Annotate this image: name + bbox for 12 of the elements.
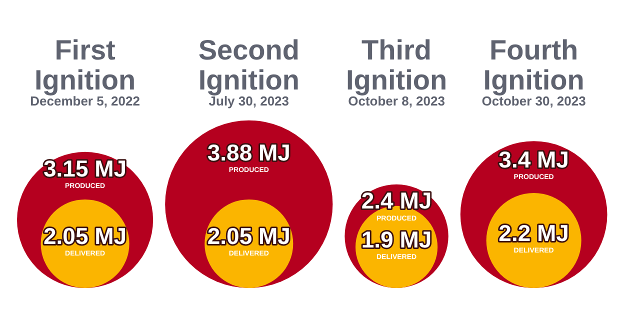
data-label: 2.4 MJ <box>361 188 432 214</box>
category-label: First Ignition <box>34 34 136 96</box>
data-label: 3.15 MJ <box>43 155 127 182</box>
data-label: 2.05 MJ <box>207 223 290 250</box>
category-label: Second Ignition <box>198 34 300 96</box>
data-label: 2.05 MJ <box>43 223 127 250</box>
data-label: 3.4 MJ <box>498 146 569 172</box>
category-label: Fourth Ignition <box>483 34 584 96</box>
data-label: 2.2 MJ <box>498 220 569 246</box>
data-label: 1.9 MJ <box>361 226 432 252</box>
category-label: Third Ignition <box>346 34 448 96</box>
data-label: 3.88 MJ <box>207 139 290 166</box>
